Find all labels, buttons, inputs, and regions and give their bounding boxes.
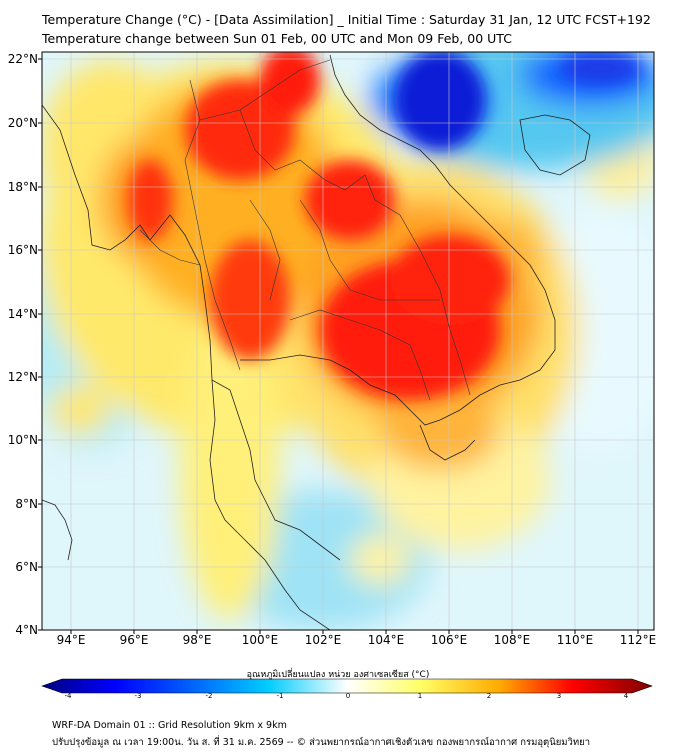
lat-label-4: 4°N (15, 623, 38, 637)
colorbar (41, 678, 653, 694)
map-frame (41, 51, 655, 631)
lat-label-18: 18°N (7, 180, 38, 194)
map-title-line1: Temperature Change (°C) - [Data Assimila… (42, 12, 651, 27)
colorbar-title: อุณหภูมิเปลี่ยนแปลง หน่วย องศาเซลเซียส (… (246, 670, 430, 680)
lat-label-10: 10°N (7, 433, 38, 447)
colorbar-tick-minus4: -4 (64, 692, 72, 700)
colorbar-tick-4: 4 (623, 692, 629, 700)
lat-label-6: 6°N (15, 560, 38, 574)
coastlines (42, 54, 591, 630)
lat-label-16: 16°N (7, 243, 38, 257)
lat-label-8: 8°N (15, 497, 38, 511)
footer-model-info: WRF-DA Domain 01 :: Grid Resolution 9km … (52, 720, 287, 731)
lat-label-22: 22°N (7, 52, 38, 66)
lon-label-102: 102°E (304, 633, 342, 647)
colorbar-tick-1: 1 (417, 692, 423, 700)
lat-label-14: 14°N (7, 307, 38, 321)
country-borders (139, 59, 471, 401)
lon-label-94: 94°E (56, 633, 86, 647)
colorbar-tick-0: 0 (345, 692, 351, 700)
colorbar-tick-3: 3 (556, 692, 562, 700)
colorbar-tick-2: 2 (486, 692, 492, 700)
colorbar-tick-minus3: -3 (134, 692, 142, 700)
lon-label-106: 106°E (430, 633, 468, 647)
lon-label-98: 98°E (182, 633, 212, 647)
colorbar-tick-minus1: -1 (276, 692, 284, 700)
lon-label-108: 108°E (493, 633, 531, 647)
colorbar-bar (41, 678, 653, 694)
lon-label-110: 110°E (556, 633, 594, 647)
lon-label-104: 104°E (367, 633, 405, 647)
lat-label-12: 12°N (7, 370, 38, 384)
axis-ticks (38, 58, 639, 634)
lon-label-100: 100°E (241, 633, 279, 647)
map-title-line2: Temperature change between Sun 01 Feb, 0… (42, 31, 512, 46)
footer-update-info: ปรับปรุงข้อมูล ณ เวลา 19:00น. วัน ส. ที่… (52, 737, 591, 748)
gridlines (42, 52, 654, 630)
lon-label-112: 112°E (619, 633, 657, 647)
temperature-field (42, 52, 654, 630)
lat-label-20: 20°N (7, 116, 38, 130)
lon-label-96: 96°E (119, 633, 149, 647)
colorbar-tick-minus2: -2 (205, 692, 213, 700)
